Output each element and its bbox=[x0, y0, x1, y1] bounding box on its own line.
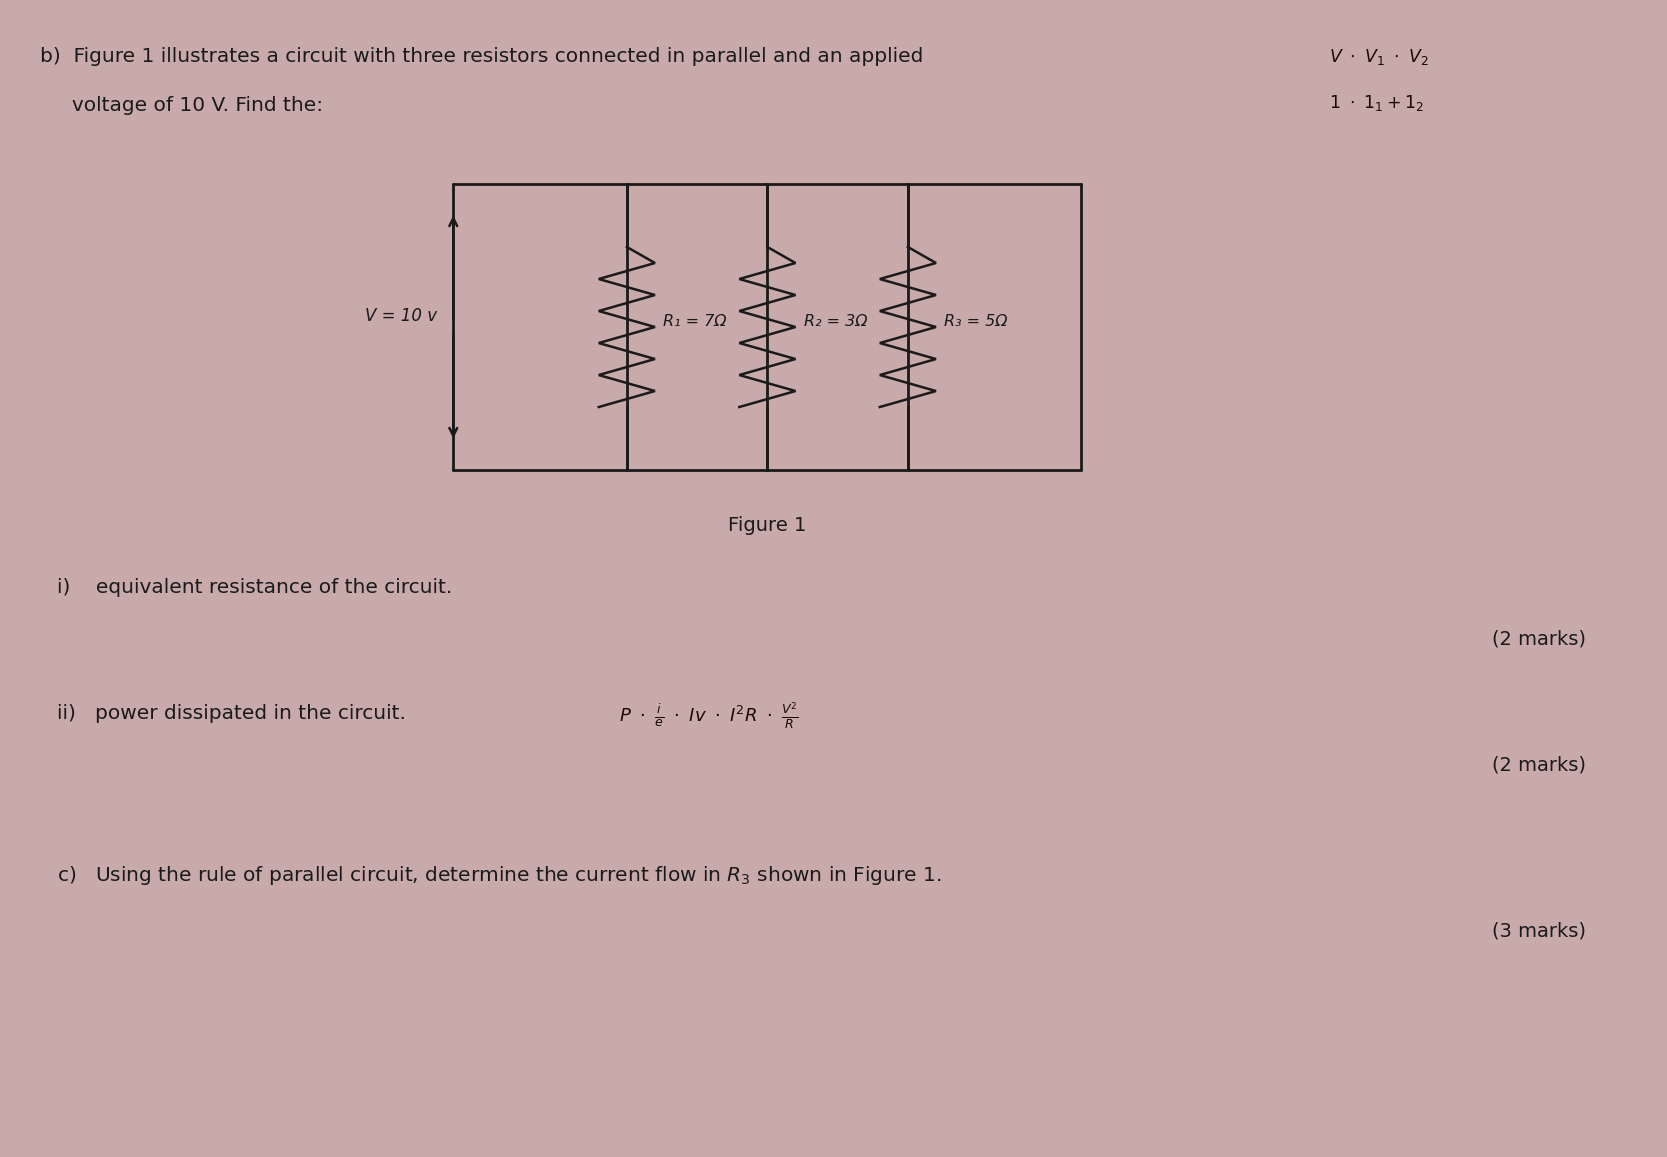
Text: $1\ \cdot\ 1_1 + 1_2$: $1\ \cdot\ 1_1 + 1_2$ bbox=[1330, 93, 1425, 112]
Text: i)    equivalent resistance of the circuit.: i) equivalent resistance of the circuit. bbox=[57, 578, 452, 597]
Text: voltage of 10 V. Find the:: voltage of 10 V. Find the: bbox=[40, 96, 323, 115]
Text: c)   Using the rule of parallel circuit, determine the current flow in $R_3$ sho: c) Using the rule of parallel circuit, d… bbox=[57, 864, 942, 887]
Text: ii)   power dissipated in the circuit.: ii) power dissipated in the circuit. bbox=[57, 705, 405, 723]
Text: $V\ \cdot\ V_1\ \cdot\ V_2$: $V\ \cdot\ V_1\ \cdot\ V_2$ bbox=[1330, 47, 1429, 67]
Text: b)  Figure 1 illustrates a circuit with three resistors connected in parallel an: b) Figure 1 illustrates a circuit with t… bbox=[40, 47, 924, 66]
Text: (3 marks): (3 marks) bbox=[1492, 921, 1585, 941]
Text: R₂ = 3Ω: R₂ = 3Ω bbox=[803, 314, 867, 329]
Text: (2 marks): (2 marks) bbox=[1492, 756, 1585, 775]
Text: R₃ = 5Ω: R₃ = 5Ω bbox=[944, 314, 1009, 329]
Text: $P\ \cdot\ \frac{i}{e}\ \cdot\ Iv\ \cdot\ I^2R\ \cdot\ \frac{V^2}{R}$: $P\ \cdot\ \frac{i}{e}\ \cdot\ Iv\ \cdot… bbox=[618, 701, 798, 732]
Text: V = 10 v: V = 10 v bbox=[365, 307, 437, 325]
Text: Figure 1: Figure 1 bbox=[728, 516, 807, 535]
Text: (2 marks): (2 marks) bbox=[1492, 629, 1585, 649]
Text: R₁ = 7Ω: R₁ = 7Ω bbox=[663, 314, 727, 329]
